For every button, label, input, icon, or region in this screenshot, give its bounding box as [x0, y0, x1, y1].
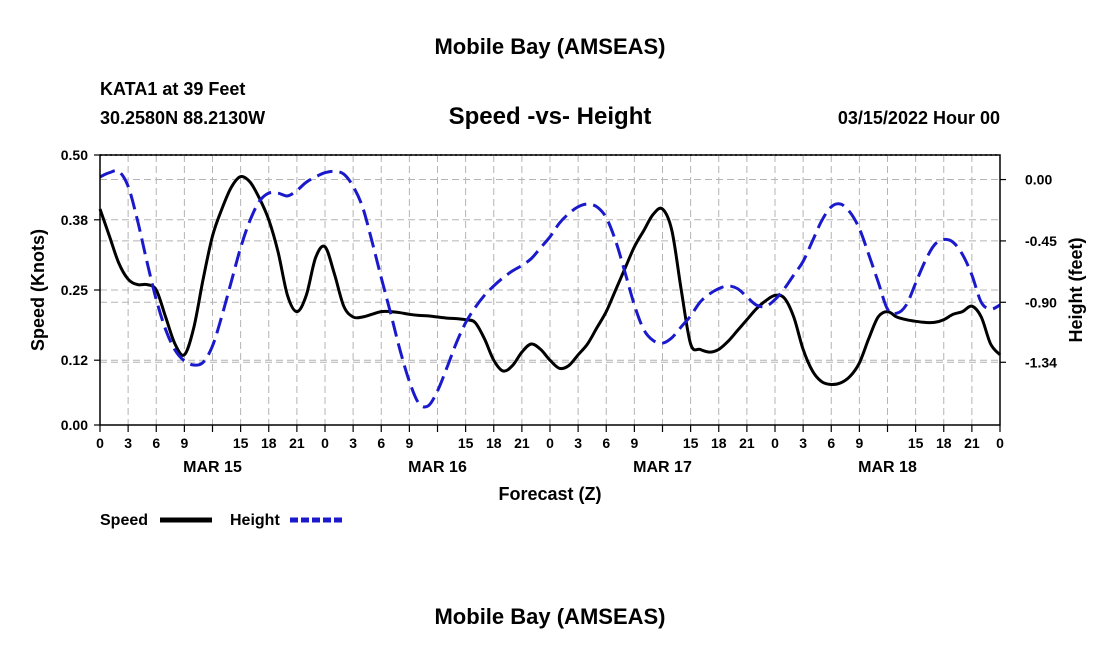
forecast-datetime: 03/15/2022 Hour 00	[838, 108, 1000, 128]
grid-lines	[100, 155, 1000, 425]
x-tick-label: 0	[96, 435, 104, 451]
day-label: MAR 18	[858, 459, 917, 476]
x-tick-label: 6	[152, 435, 160, 451]
x-tick-label: 21	[514, 435, 530, 451]
x-tick-label: 18	[261, 435, 277, 451]
x-tick-label: 15	[458, 435, 474, 451]
x-tick-label: 0	[771, 435, 779, 451]
x-tick-label: 0	[321, 435, 329, 451]
height-series-line	[99, 168, 1001, 409]
day-label: MAR 17	[633, 459, 692, 476]
x-tick-label: 21	[739, 435, 755, 451]
y-axis-label: Speed (Knots)	[28, 229, 48, 351]
x-tick-label: 3	[799, 435, 807, 451]
y-tick-label: 0.25	[61, 282, 88, 298]
y2-tick-label: -0.90	[1025, 294, 1057, 310]
legend: Speed Height	[100, 512, 342, 529]
x-tick-label: 18	[711, 435, 727, 451]
x-tick-label: 6	[827, 435, 835, 451]
y2-axis-label: Height (feet)	[1066, 238, 1086, 343]
y-tick-label: 0.00	[61, 417, 88, 433]
x-tick-label: 15	[908, 435, 924, 451]
footer-title: Mobile Bay (AMSEAS)	[434, 604, 665, 629]
x-tick-label: 9	[630, 435, 638, 451]
y-tick-label: 0.38	[61, 212, 88, 228]
legend-height-label: Height	[230, 512, 280, 529]
x-tick-label: 3	[574, 435, 582, 451]
speed-series-line	[98, 174, 1002, 387]
x-tick-label: 0	[546, 435, 554, 451]
x-tick-label: 21	[964, 435, 980, 451]
y2-tick-label: -0.45	[1025, 233, 1057, 249]
x-tick-label: 6	[377, 435, 385, 451]
x-tick-label: 21	[289, 435, 305, 451]
day-label: MAR 15	[183, 459, 242, 476]
axes: 0 3 6 9 15 18 21 0 3 6 9 15 18 21 0 3 6 9 15 18 21 0 3 6 9 15 18 21…	[61, 147, 1057, 476]
chart-subtitle: Speed -vs- Height	[449, 103, 652, 130]
x-tick-label: 9	[405, 435, 413, 451]
x-tick-label: 18	[486, 435, 502, 451]
x-axis-label: Forecast (Z)	[498, 484, 601, 504]
station-coords: 30.2580N 88.2130W	[100, 108, 265, 128]
x-tick-label: 15	[233, 435, 249, 451]
x-tick-label: 0	[996, 435, 1004, 451]
y2-tick-label: -1.34	[1025, 354, 1057, 370]
x-tick-label: 9	[855, 435, 863, 451]
legend-speed-label: Speed	[100, 512, 148, 529]
y-tick-label: 0.50	[61, 147, 88, 163]
x-tick-label: 3	[349, 435, 357, 451]
day-label: MAR 16	[408, 459, 467, 476]
y-tick-label: 0.12	[61, 352, 88, 368]
station-label: KATA1 at 39 Feet	[100, 79, 245, 99]
x-tick-label: 3	[124, 435, 132, 451]
y2-tick-label: 0.00	[1025, 172, 1052, 188]
chart-title: Mobile Bay (AMSEAS)	[434, 34, 665, 59]
x-tick-label: 6	[602, 435, 610, 451]
x-tick-label: 18	[936, 435, 952, 451]
x-tick-label: 9	[180, 435, 188, 451]
x-tick-label: 15	[683, 435, 699, 451]
plot-series	[98, 168, 1002, 409]
